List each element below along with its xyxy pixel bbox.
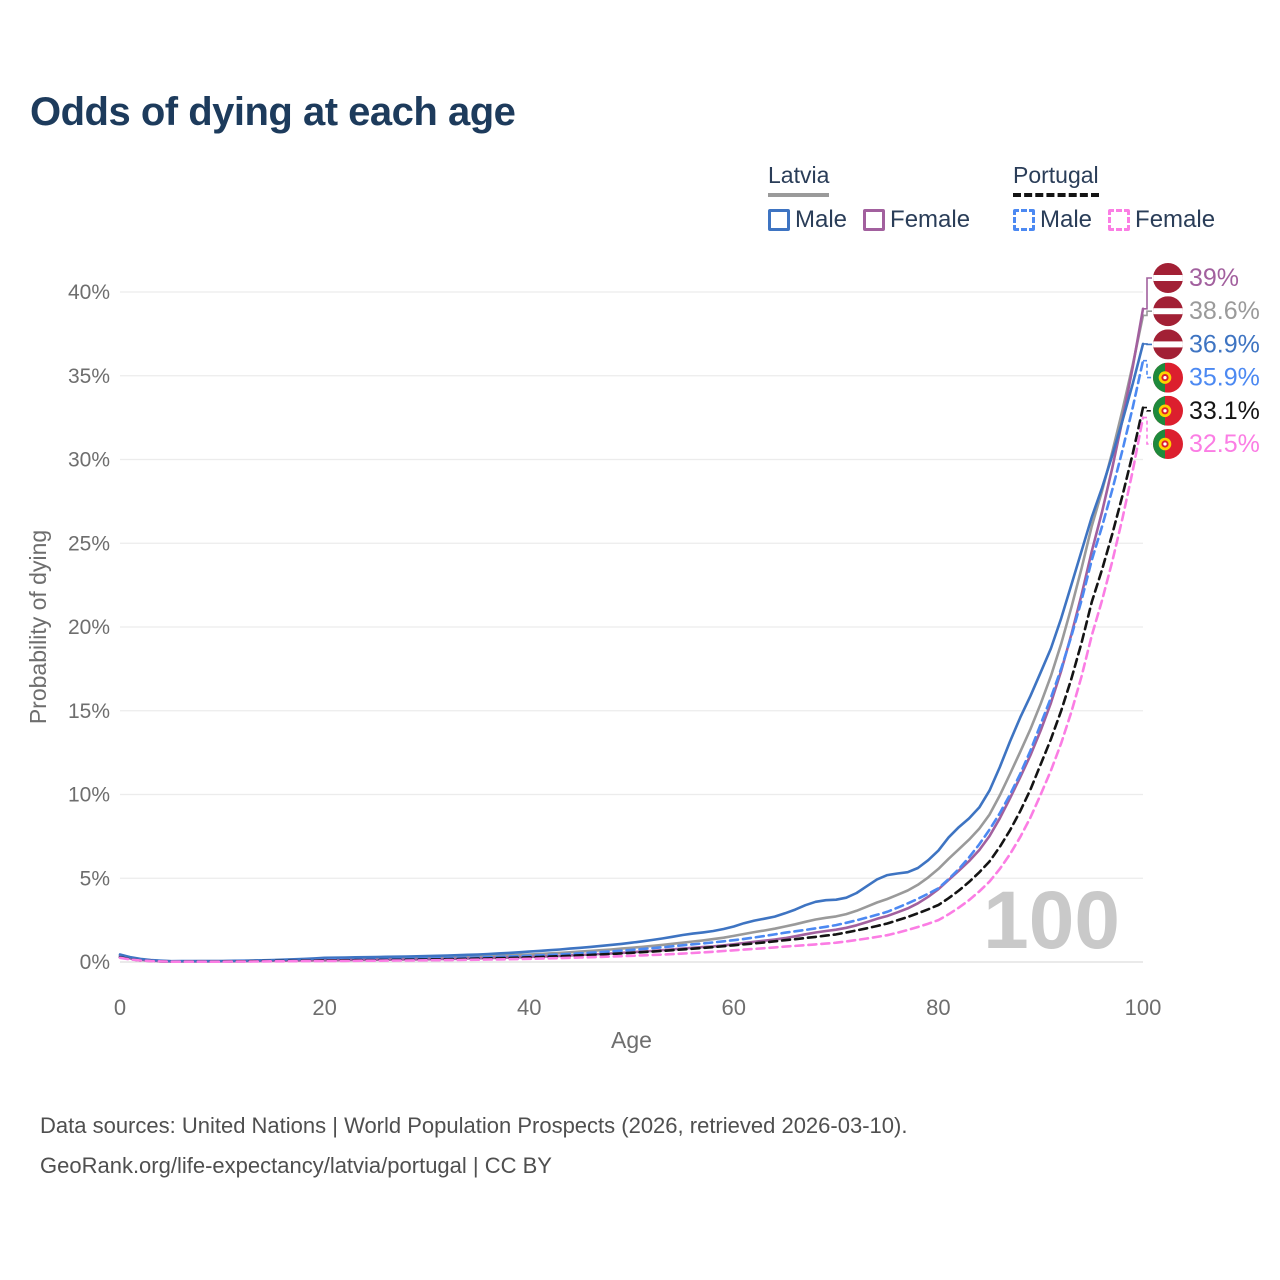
x-axis-title: Age <box>611 1027 652 1053</box>
gridlines: 0% 5% 10% 15% 20% 25% 30% 35% 40% 0 20 40 60 80 100 <box>68 281 1161 1020</box>
series-line-latvia-both-sexes[interactable] <box>118 314 1145 963</box>
y-tick-40%: 40% <box>68 281 110 304</box>
end-label-38-6: 38.6% <box>1143 296 1260 327</box>
latvia-female-swatch-icon[interactable] <box>863 209 886 231</box>
portugal-female-swatch-icon[interactable] <box>1108 209 1131 231</box>
flag-portugal-icon <box>1153 429 1183 459</box>
end-label-value: 33.1% <box>1189 397 1260 425</box>
legend-item-latvia-male[interactable]: Male <box>795 206 848 233</box>
end-label-39: 39% <box>1143 263 1239 310</box>
end-label-32-5: 32.5% <box>1143 416 1260 459</box>
x-tick-80: 80 <box>926 995 950 1020</box>
age-watermark: 100 <box>983 875 1120 966</box>
label-connector <box>1143 277 1152 310</box>
label-connector <box>1143 416 1152 445</box>
chart-title: Odds of dying at each age <box>30 90 516 134</box>
end-label-35-9: 35.9% <box>1143 359 1260 393</box>
legend-item-latvia-female[interactable]: Female <box>890 206 971 233</box>
end-label-36-9: 36.9% <box>1143 329 1260 360</box>
x-tick-100: 100 <box>1125 995 1162 1020</box>
end-label-33-1: 33.1% <box>1143 395 1260 426</box>
series-line-latvia-female[interactable] <box>118 307 1145 963</box>
legend-country-portugal[interactable]: Portugal <box>1013 162 1099 197</box>
attribution: Data sources: United Nations | World Pop… <box>40 1106 907 1186</box>
x-tick-40: 40 <box>517 995 541 1020</box>
y-tick-30%: 30% <box>68 449 110 472</box>
x-tick-20: 20 <box>312 995 336 1020</box>
y-tick-15%: 15% <box>68 700 110 723</box>
latvia-male-swatch-icon[interactable] <box>768 209 790 231</box>
legend-item-portugal-female[interactable]: Female <box>1135 206 1216 233</box>
portugal-male-swatch-icon[interactable] <box>1013 209 1035 231</box>
y-tick-10%: 10% <box>68 784 110 807</box>
legend-country-latvia[interactable]: Latvia <box>768 162 830 197</box>
end-label-value: 38.6% <box>1189 297 1260 325</box>
series-line-latvia-male[interactable] <box>118 342 1145 963</box>
flag-latvia-icon <box>1153 296 1183 327</box>
source-url-line: GeoRank.org/life-expectancy/latvia/portu… <box>40 1153 552 1178</box>
x-tick-60: 60 <box>722 995 746 1020</box>
flag-latvia-icon <box>1153 329 1183 360</box>
y-tick-25%: 25% <box>68 532 110 555</box>
y-tick-35%: 35% <box>68 365 110 388</box>
legend-item-portugal-male[interactable]: Male <box>1040 206 1093 233</box>
legend-group-portugal: Portugal Male Female <box>1013 162 1231 234</box>
y-axis-title: Probability of dying <box>25 530 51 724</box>
label-connector <box>1143 343 1152 346</box>
y-tick-5%: 5% <box>80 867 110 890</box>
y-tick-20%: 20% <box>68 616 110 639</box>
label-connector <box>1143 310 1152 317</box>
end-label-value: 32.5% <box>1189 430 1260 458</box>
end-label-value: 36.9% <box>1189 330 1260 358</box>
y-tick-0%: 0% <box>80 951 110 974</box>
legend-group-latvia: Latvia Male Female <box>768 162 986 234</box>
end-label-value: 39% <box>1189 264 1239 292</box>
series-line-portugal-female[interactable] <box>118 416 1145 963</box>
flag-latvia-icon <box>1153 263 1183 293</box>
x-tick-0: 0 <box>114 995 126 1020</box>
flag-portugal-icon <box>1153 362 1183 393</box>
flag-portugal-icon <box>1153 395 1183 426</box>
label-connector <box>1143 406 1152 412</box>
data-sources-line: Data sources: United Nations | World Pop… <box>40 1113 908 1138</box>
label-connector <box>1143 359 1152 379</box>
series-line-portugal-male[interactable] <box>118 359 1145 963</box>
end-label-value: 35.9% <box>1189 364 1260 392</box>
